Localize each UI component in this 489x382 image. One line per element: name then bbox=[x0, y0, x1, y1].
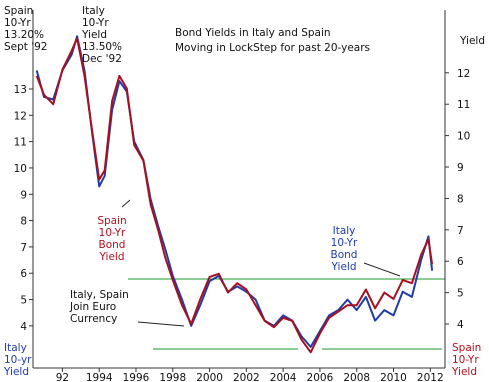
y2-axis-label: Yield bbox=[459, 35, 485, 47]
x-tick-label: 2006 bbox=[307, 372, 334, 382]
annotation: Spain bbox=[97, 215, 126, 227]
annotation: Italy bbox=[82, 5, 105, 17]
y2-tick-label: 9 bbox=[457, 162, 464, 174]
x-tick-label: 92 bbox=[56, 372, 69, 382]
arrow bbox=[137, 321, 185, 327]
x-tick-label: 2010 bbox=[380, 372, 407, 382]
y-axis-label: Yield bbox=[3, 366, 29, 378]
reference-lines bbox=[128, 278, 445, 350]
series-line bbox=[35, 37, 434, 354]
x-tick-label: 2000 bbox=[196, 372, 223, 382]
x-tick-label: 1996 bbox=[123, 372, 150, 382]
annotation: 10-Yr bbox=[99, 227, 126, 239]
x-tick-label: 1998 bbox=[159, 372, 186, 382]
y-tick-label: 6 bbox=[20, 268, 27, 280]
x-tick-label: 2008 bbox=[343, 372, 370, 382]
y2-tick-label: 5 bbox=[457, 288, 464, 300]
axes bbox=[32, 10, 446, 369]
chart-title: Bond Yields in Italy and Spain bbox=[175, 27, 331, 39]
annotation: Yield bbox=[81, 29, 107, 41]
y2-tick-label: 8 bbox=[457, 193, 464, 205]
annotation: Spain bbox=[452, 342, 481, 354]
annotation: Bond bbox=[331, 249, 358, 261]
y-tick-label: 7 bbox=[20, 242, 27, 254]
x-tick-label: 2004 bbox=[270, 372, 297, 382]
y-axis-label: 10-yr bbox=[4, 354, 32, 366]
y-tick-label: 13 bbox=[14, 84, 27, 96]
y-tick-label: 4 bbox=[20, 321, 27, 333]
y-tick-label: 5 bbox=[20, 295, 27, 307]
y2-tick-label: 6 bbox=[457, 256, 464, 268]
y-tick-label: 12 bbox=[14, 110, 27, 122]
annotation: 13.50% bbox=[82, 41, 122, 53]
annotation: Join Euro bbox=[69, 301, 116, 313]
x-tick-label: 1994 bbox=[86, 372, 113, 382]
annotation: 10-Yr bbox=[452, 354, 479, 366]
y-tick-label: 10 bbox=[14, 163, 27, 175]
annotation: 10-Yr bbox=[331, 237, 358, 249]
y2-tick-label: 11 bbox=[457, 99, 470, 111]
y-axis-label: Italy bbox=[4, 342, 27, 354]
annotation: Yield bbox=[99, 251, 125, 263]
annotation: Bond bbox=[99, 239, 126, 251]
y-tick-label: 11 bbox=[14, 137, 27, 149]
y-tick-label: 9 bbox=[20, 189, 27, 201]
annotation: Italy bbox=[333, 225, 356, 237]
y2-tick-label: 4 bbox=[457, 319, 464, 331]
y-tick-label: 8 bbox=[20, 216, 27, 228]
y2-tick-label: 12 bbox=[457, 68, 470, 80]
chart-title: Moving in LockStep for past 20-years bbox=[175, 42, 370, 54]
annotation: Sept '92 bbox=[4, 41, 48, 53]
annotation: Dec '92 bbox=[82, 53, 122, 65]
arrow bbox=[121, 199, 131, 208]
x-tick-label: 2012 bbox=[417, 372, 444, 382]
annotation: Yield bbox=[331, 261, 357, 273]
annotation: 13.20% bbox=[4, 29, 44, 41]
annotation: Italy, Spain bbox=[70, 289, 129, 301]
annotation: 10-Yr bbox=[82, 17, 109, 29]
arrow bbox=[363, 262, 401, 277]
annotation: Currency bbox=[70, 313, 117, 325]
x-tick-label: 2002 bbox=[233, 372, 260, 382]
y2-tick-label: 10 bbox=[457, 131, 470, 143]
annotation: 10-Yr bbox=[4, 17, 31, 29]
annotation: Spain bbox=[4, 5, 33, 17]
callout-arrows bbox=[121, 199, 401, 327]
y2-tick-label: 7 bbox=[457, 225, 464, 237]
annotation: Yield bbox=[451, 366, 477, 378]
